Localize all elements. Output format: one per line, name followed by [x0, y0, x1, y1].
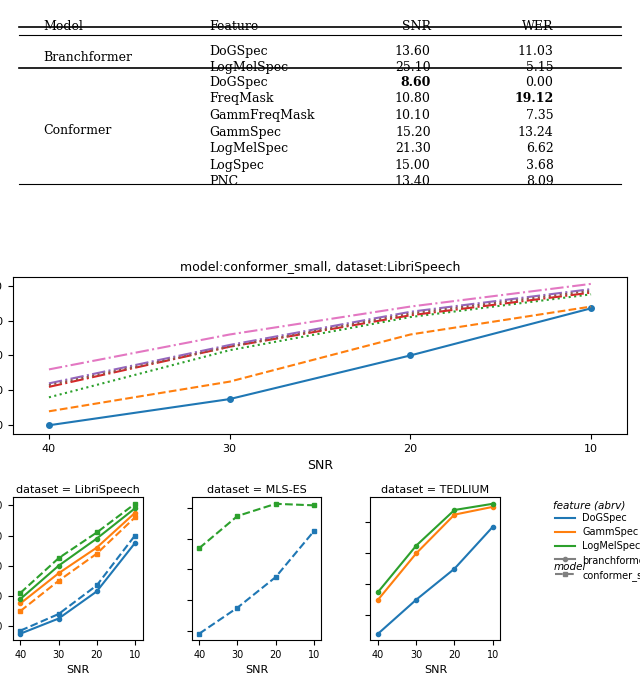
Line: DoGSpec: DoGSpec	[46, 306, 594, 428]
Text: 13.40: 13.40	[395, 176, 431, 189]
Title: dataset = LibriSpeech: dataset = LibriSpeech	[16, 485, 140, 495]
Text: GammFreqMask: GammFreqMask	[209, 109, 315, 122]
Text: 8.09: 8.09	[525, 176, 554, 189]
PNC	[45, 381, 52, 390]
Line: GammSpec: GammSpec	[49, 293, 591, 387]
Title: dataset = TEDLIUM: dataset = TEDLIUM	[381, 485, 490, 495]
Text: 11.03: 11.03	[518, 45, 554, 58]
Title: model:conformer_small, dataset:LibriSpeech: model:conformer_small, dataset:LibriSpee…	[180, 262, 460, 274]
Line: LogMelSpec: LogMelSpec	[49, 284, 591, 369]
Text: 3.68: 3.68	[525, 159, 554, 172]
Title: dataset = MLS-ES: dataset = MLS-ES	[207, 485, 307, 495]
Text: DoGSpec: DoGSpec	[209, 76, 268, 89]
Line: LogSpec: LogSpec	[49, 306, 591, 411]
Line: GammFreqMask: GammFreqMask	[49, 294, 591, 397]
LogSpec	[45, 407, 52, 415]
DoGSpec	[406, 351, 414, 360]
GammFreqMask	[226, 346, 234, 354]
Text: 6.62: 6.62	[525, 142, 554, 155]
Text: Feature: Feature	[209, 20, 259, 33]
X-axis label: SNR: SNR	[245, 665, 268, 676]
Text: 19.12: 19.12	[514, 93, 554, 106]
Text: DoGSpec: DoGSpec	[209, 45, 268, 58]
Text: 0.00: 0.00	[525, 76, 554, 89]
Text: Model: Model	[44, 20, 83, 33]
Text: Conformer: Conformer	[44, 124, 112, 137]
Text: 25.10: 25.10	[395, 61, 431, 74]
Text: 15.20: 15.20	[395, 125, 431, 139]
Text: Branchformer: Branchformer	[44, 51, 132, 65]
Text: model: model	[553, 562, 586, 571]
Text: WER: WER	[522, 20, 554, 33]
FreqMask	[45, 379, 52, 387]
PNC	[406, 309, 414, 317]
X-axis label: SNR: SNR	[66, 665, 90, 676]
Text: 8.60: 8.60	[400, 76, 431, 89]
X-axis label: SNR: SNR	[307, 459, 333, 473]
PNC	[588, 287, 595, 295]
LogMelSpec	[406, 302, 414, 311]
LogMelSpec	[226, 330, 234, 338]
Text: LogMelSpec: LogMelSpec	[209, 142, 289, 155]
Text: 15.00: 15.00	[395, 159, 431, 172]
DoGSpec	[45, 421, 52, 429]
Text: GammSpec: GammSpec	[209, 125, 282, 139]
GammFreqMask	[45, 393, 52, 401]
FreqMask	[406, 308, 414, 316]
GammSpec	[226, 343, 234, 351]
Text: 5.15: 5.15	[526, 61, 554, 74]
GammFreqMask	[406, 313, 414, 321]
Text: LogMelSpec: LogMelSpec	[209, 61, 289, 74]
FreqMask	[588, 285, 595, 294]
GammSpec	[588, 289, 595, 297]
X-axis label: SNR: SNR	[424, 665, 447, 676]
Text: 21.30: 21.30	[395, 142, 431, 155]
DoGSpec	[588, 304, 595, 313]
FreqMask	[226, 341, 234, 349]
LogSpec	[406, 330, 414, 338]
Legend: DoGSpec, LogSpec, GammFreqMask, GammSpec, FreqMask, PNC, LogMelSpec: DoGSpec, LogSpec, GammFreqMask, GammSpec…	[639, 282, 640, 387]
LogMelSpec	[588, 280, 595, 288]
Legend: DoGSpec, GammSpec, LogMelSpec, branchformer_large, conformer_small: DoGSpec, GammSpec, LogMelSpec, branchfor…	[554, 512, 640, 582]
Text: SNR: SNR	[401, 20, 431, 33]
Text: 13.60: 13.60	[395, 45, 431, 58]
Text: LogSpec: LogSpec	[209, 159, 264, 172]
GammFreqMask	[588, 290, 595, 298]
GammSpec	[406, 311, 414, 319]
DoGSpec	[226, 395, 234, 403]
Line: PNC: PNC	[49, 291, 591, 385]
Text: FreqMask: FreqMask	[209, 93, 274, 106]
Text: PNC: PNC	[209, 176, 239, 189]
LogSpec	[588, 302, 595, 311]
LogMelSpec	[45, 365, 52, 373]
Text: 13.24: 13.24	[518, 125, 554, 139]
LogSpec	[226, 377, 234, 385]
GammSpec	[45, 383, 52, 391]
Text: 10.10: 10.10	[395, 109, 431, 122]
Text: 10.80: 10.80	[395, 93, 431, 106]
Line: FreqMask: FreqMask	[49, 289, 591, 383]
PNC	[226, 343, 234, 351]
Text: feature (abrv): feature (abrv)	[553, 500, 625, 510]
Text: 7.35: 7.35	[526, 109, 554, 122]
